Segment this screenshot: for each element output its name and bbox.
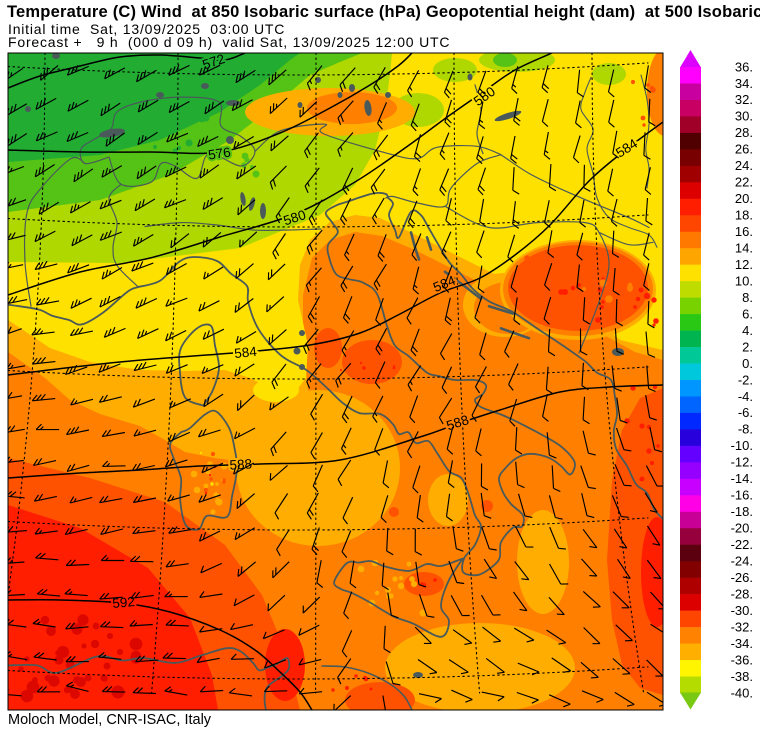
svg-text:-6.: -6. <box>738 405 753 420</box>
svg-text:18.: 18. <box>735 208 753 223</box>
svg-text:-20.: -20. <box>731 521 753 536</box>
svg-text:-32.: -32. <box>731 619 753 634</box>
svg-text:10.: 10. <box>735 274 753 289</box>
svg-text:-16.: -16. <box>731 488 753 503</box>
svg-text:Moloch Model, CNR-ISAC, Italy: Moloch Model, CNR-ISAC, Italy <box>8 712 212 728</box>
svg-text:30.: 30. <box>735 109 753 124</box>
svg-text:-10.: -10. <box>731 438 753 453</box>
svg-text:34.: 34. <box>735 76 753 91</box>
svg-text:Temperature (C) Wind at 850 I: Temperature (C) Wind at 850 Isobaric sur… <box>7 3 760 21</box>
svg-text:0.: 0. <box>742 356 753 371</box>
svg-text:-26.: -26. <box>731 570 753 585</box>
svg-text:-36.: -36. <box>731 652 753 667</box>
svg-text:36.: 36. <box>735 59 753 74</box>
svg-text:4.: 4. <box>742 323 753 338</box>
svg-text:-28.: -28. <box>731 587 753 602</box>
svg-text:-38.: -38. <box>731 669 753 684</box>
svg-text:Forecast + 9 h (000 d 09 h): Forecast + 9 h (000 d 09 h) valid Sat, 1… <box>8 34 450 50</box>
svg-text:-24.: -24. <box>731 554 753 569</box>
svg-text:8.: 8. <box>742 290 753 305</box>
svg-text:28.: 28. <box>735 125 753 140</box>
svg-text:576: 576 <box>207 145 231 163</box>
svg-text:-4.: -4. <box>738 389 753 404</box>
svg-text:-18.: -18. <box>731 504 753 519</box>
svg-text:22.: 22. <box>735 175 753 190</box>
svg-text:-22.: -22. <box>731 537 753 552</box>
svg-text:-40.: -40. <box>731 685 753 700</box>
svg-text:6.: 6. <box>742 306 753 321</box>
svg-text:-8.: -8. <box>738 422 753 437</box>
svg-text:14.: 14. <box>735 241 753 256</box>
svg-text:2.: 2. <box>742 339 753 354</box>
svg-text:-12.: -12. <box>731 455 753 470</box>
svg-text:16.: 16. <box>735 224 753 239</box>
svg-text:-34.: -34. <box>731 636 753 651</box>
svg-text:26.: 26. <box>735 142 753 157</box>
svg-text:32.: 32. <box>735 92 753 107</box>
svg-text:584: 584 <box>234 344 258 361</box>
svg-text:-2.: -2. <box>738 372 753 387</box>
svg-text:24.: 24. <box>735 158 753 173</box>
svg-text:12.: 12. <box>735 257 753 272</box>
svg-text:20.: 20. <box>735 191 753 206</box>
svg-text:-30.: -30. <box>731 603 753 618</box>
svg-text:-14.: -14. <box>731 471 753 486</box>
svg-text:Initial time Sat, 13/09/2025: Initial time Sat, 13/09/2025 03:00 UTC <box>8 21 285 37</box>
